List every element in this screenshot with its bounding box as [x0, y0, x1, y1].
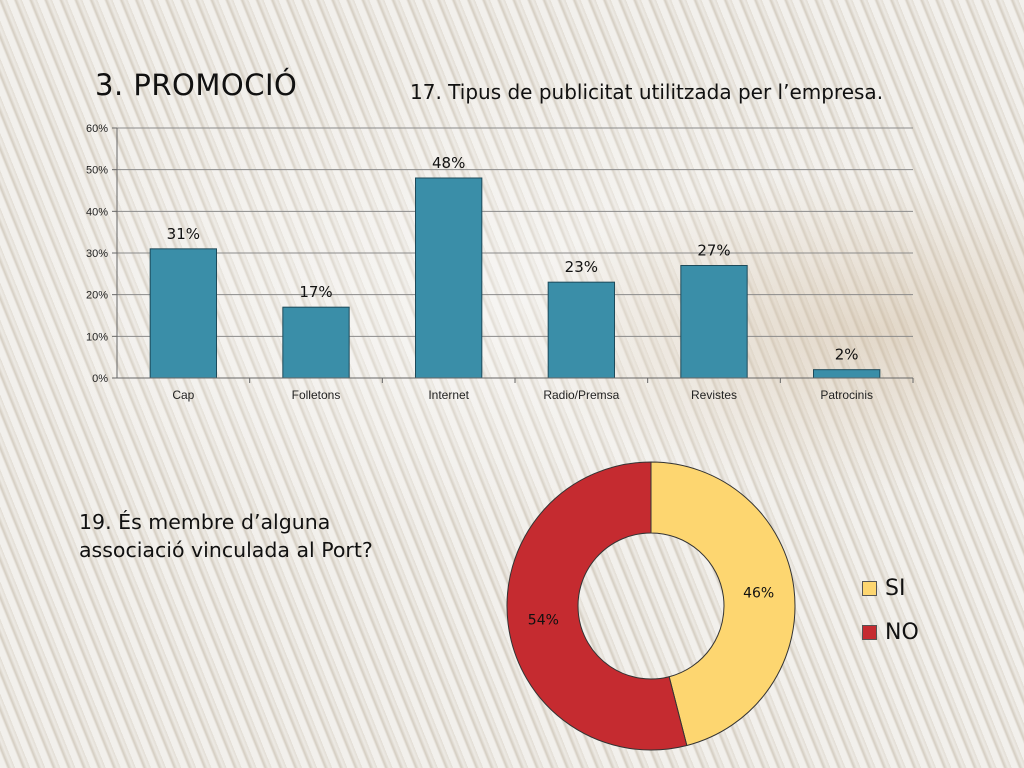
x-category-label: Patrocinis — [820, 388, 873, 402]
legend-swatch-si — [862, 580, 877, 596]
legend-item-no: NO — [862, 610, 919, 654]
legend-label-si: SI — [885, 575, 906, 601]
x-category-label: Cap — [172, 388, 194, 402]
y-tick-label: 0% — [92, 373, 108, 385]
y-tick-label: 50% — [86, 165, 108, 177]
bar-data-label: 2% — [835, 346, 859, 364]
x-category-label: Folletons — [292, 388, 341, 402]
x-category-label: Revistes — [691, 388, 737, 402]
legend-swatch-no — [862, 624, 877, 640]
x-category-label: Radio/Premsa — [543, 388, 619, 402]
x-category-label: Internet — [428, 388, 469, 402]
pie-legend: SI NO — [862, 566, 919, 654]
bar-cap — [149, 248, 218, 379]
bar-data-label: 48% — [432, 154, 465, 172]
bar-chart-title: 17. Tipus de publicitat utilitzada per l… — [410, 80, 884, 104]
y-tick-label: 60% — [86, 123, 108, 135]
y-tick-label: 20% — [86, 290, 108, 302]
bar-data-label: 27% — [697, 242, 730, 260]
pie-chart-title: 19. És membre d’alguna associació vincul… — [79, 510, 373, 562]
bar-data-label: 23% — [565, 258, 598, 276]
bar-chart: 0% 10% 20% 30% 40% 50% 60% 31% Cap 17% Folletons 48… — [86, 123, 914, 402]
bar-radio-premsa — [547, 281, 616, 379]
donut-slice-si — [650, 461, 796, 747]
bar-revistes — [680, 265, 748, 379]
bar-folletons — [282, 306, 350, 379]
bar-internet — [415, 177, 483, 379]
donut-slice-no — [506, 461, 688, 751]
donut-data-label: 46% — [743, 585, 774, 601]
donut-data-label: 54% — [528, 613, 559, 629]
y-tick-label: 30% — [86, 248, 108, 260]
bar-data-label: 17% — [299, 283, 332, 301]
y-tick-label: 40% — [86, 206, 108, 218]
legend-label-no: NO — [885, 619, 919, 645]
slide-title: 3. PROMOCIÓ — [95, 68, 298, 102]
legend-item-si: SI — [862, 566, 919, 610]
y-tick-label: 10% — [86, 331, 108, 343]
bar-data-label: 31% — [167, 225, 200, 243]
bar-patrocinis — [813, 369, 881, 379]
